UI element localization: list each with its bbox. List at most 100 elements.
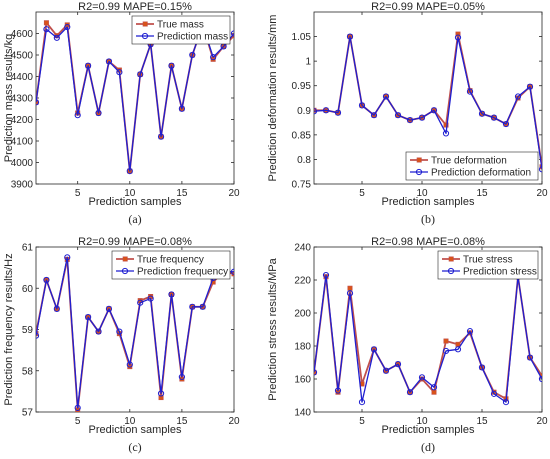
data-point [334, 109, 342, 116]
y-tick-label: 0.8 [297, 155, 311, 166]
data-point [95, 109, 102, 117]
data-point [199, 303, 206, 310]
data-point [178, 373, 185, 381]
data-point [334, 387, 342, 394]
data-point [74, 404, 81, 411]
data-point [105, 58, 113, 65]
data-point [490, 390, 498, 397]
data-point [137, 71, 144, 78]
legend-box [111, 250, 231, 280]
y-tick-label: 140 [294, 408, 311, 419]
x-axis-label: Prediction samples [89, 196, 182, 208]
data-point [158, 395, 164, 401]
data-point [53, 305, 60, 312]
data-point [430, 107, 438, 114]
data-point [431, 389, 437, 395]
y-tick-label: 4300 [11, 94, 34, 105]
data-point [126, 168, 133, 175]
y-tick-label: 1 [305, 57, 311, 68]
series-prediction [314, 33, 542, 173]
legend-marker [121, 267, 129, 275]
data-point [358, 102, 366, 109]
data-point [36, 99, 40, 106]
data-point [157, 390, 165, 397]
y-tick-label: 4500 [11, 51, 34, 62]
data-point [43, 276, 50, 284]
data-point [526, 354, 534, 361]
legend-marker [415, 168, 423, 176]
legend-box [131, 15, 231, 45]
y-axis-label: Prediction stress results/MPa [267, 257, 279, 400]
data-point [502, 120, 510, 128]
data-point [85, 314, 92, 321]
data-point [168, 62, 175, 69]
chart-title: R2=0.99 MAPE=0.15% [78, 1, 192, 13]
data-point [382, 367, 390, 374]
legend-entry: True frequency [137, 255, 204, 266]
data-point [74, 112, 81, 119]
data-point [189, 51, 196, 59]
data-point [394, 112, 402, 119]
x-tick-label: 5 [75, 188, 81, 199]
data-point [85, 62, 92, 69]
data-point [116, 69, 123, 76]
y-tick-label: 4000 [11, 158, 34, 169]
data-point [322, 107, 330, 114]
data-point [64, 254, 71, 261]
data-point [116, 328, 123, 335]
data-point [178, 105, 185, 112]
x-axis-label: Prediction samples [382, 196, 475, 208]
y-tick-label: 4400 [11, 72, 34, 83]
y-tick-label: 58 [22, 366, 34, 377]
data-point [490, 114, 498, 121]
series-prediction [314, 271, 542, 406]
x-tick-label: 10 [416, 188, 428, 199]
legend-marker [142, 21, 148, 27]
data-point [538, 375, 542, 383]
y-axis-label: Prediction mass results/kg [3, 34, 15, 162]
x-tick-label: 20 [228, 416, 240, 427]
data-point [526, 83, 534, 90]
chart-panel-3: 5 10 15 20 57 58 59 60 61 R2=0.99 MAPE=0.08% Predi… [3, 236, 240, 454]
legend-box [405, 151, 539, 181]
legend-entry: True mass [157, 20, 204, 31]
data-point [466, 328, 474, 335]
chart-panel-2: 5 10 15 20 0.75 0.8 0.85 0.9 0.95 1 1.05 R2=0.99 MA… [267, 1, 548, 226]
y-axis-label: Prediction frequency results/Hz [3, 253, 15, 405]
x-tick-label: 20 [228, 188, 240, 199]
data-point [455, 31, 461, 37]
y-tick-label: 57 [22, 408, 34, 419]
y-axis-label: Prediction deformation results/mm [267, 15, 279, 182]
data-point [454, 34, 462, 41]
data-point [370, 112, 378, 119]
x-tick-label: 5 [359, 188, 365, 199]
data-point [105, 305, 113, 312]
data-point [147, 295, 154, 302]
data-point [443, 338, 449, 344]
legend-entry: Prediction stress [463, 267, 537, 278]
legend-entry: Prediction deformation [431, 168, 531, 179]
x-tick-label: 5 [359, 416, 365, 427]
x-tick-label: 10 [416, 416, 428, 427]
panel-label: (c) [128, 440, 141, 454]
chart-panel-1: 5 10 15 20 3900 4000 4100 4200 4300 4400 4500 4600 R… [3, 1, 240, 226]
y-tick-label: 1.05 [292, 32, 312, 43]
data-point [43, 26, 50, 33]
data-point [36, 332, 40, 339]
data-point [95, 328, 102, 335]
chart-title: R2=0.98 MAPE=0.08% [371, 236, 485, 248]
x-tick-label: 15 [476, 188, 488, 199]
y-tick-label: 0.75 [292, 180, 312, 191]
data-point [230, 30, 234, 37]
x-axis-label: Prediction samples [382, 424, 475, 436]
data-point [454, 346, 462, 353]
data-point [394, 361, 402, 368]
legend-entry: True stress [463, 255, 513, 266]
data-point [210, 279, 216, 285]
x-tick-label: 20 [536, 188, 548, 199]
x-tick-label: 5 [75, 416, 81, 427]
